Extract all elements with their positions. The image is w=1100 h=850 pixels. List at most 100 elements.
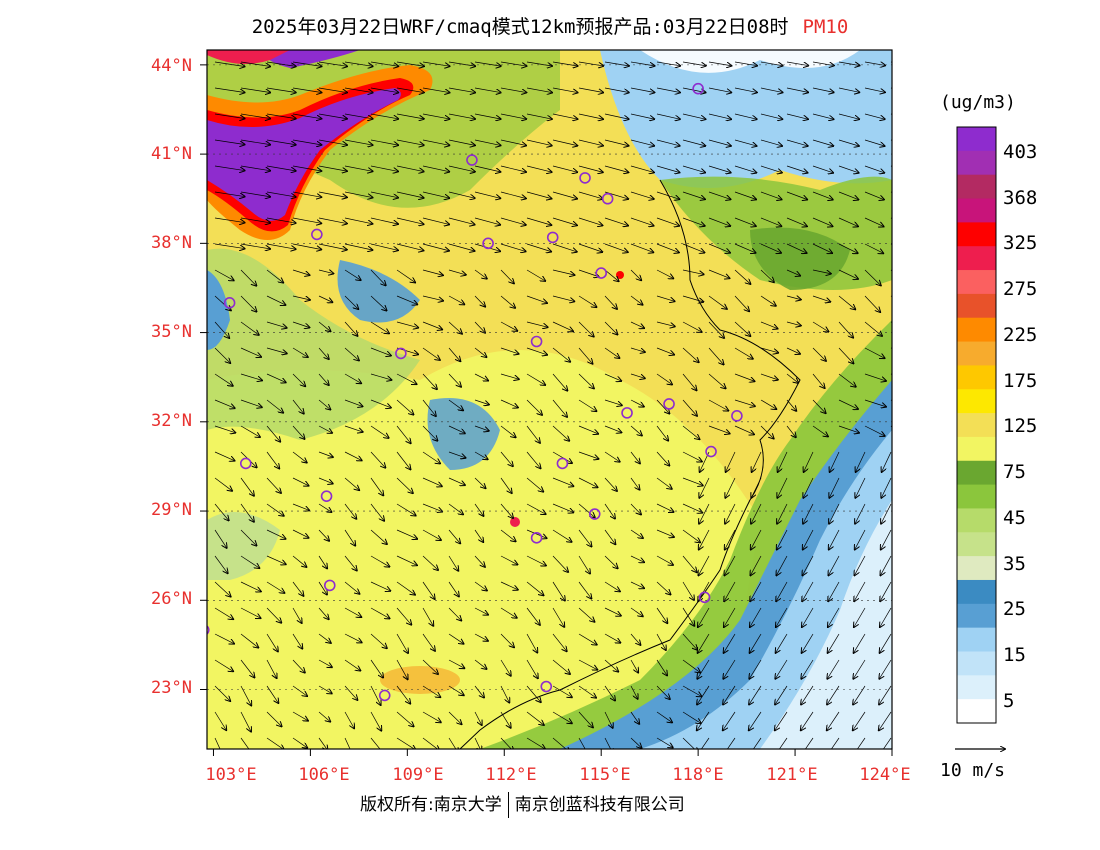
wind-arrow [448, 139, 475, 145]
wind-arrow [890, 425, 892, 428]
legend-swatch [957, 675, 996, 700]
wind-arrow [723, 659, 736, 679]
legend-label: 75 [1003, 461, 1026, 483]
wind-arrow [630, 659, 638, 673]
wind-arrow [448, 269, 466, 275]
wind-arrow [448, 217, 475, 225]
wind-arrow [552, 451, 572, 463]
wind-arrow [422, 477, 442, 486]
wind-arrow [292, 217, 321, 223]
wind-arrow [396, 191, 424, 198]
wind-arrow [578, 191, 603, 199]
wind-arrow [880, 633, 892, 653]
wind-arrow [812, 373, 825, 388]
wind-arrow [344, 529, 355, 546]
wind-arrow [838, 269, 858, 279]
wind-arrow [266, 87, 296, 93]
wind-arrow [422, 399, 436, 416]
wind-arrow [552, 165, 577, 172]
wind-arrow [786, 373, 798, 383]
wind-arrow [240, 269, 256, 286]
wind-arrow [854, 633, 866, 653]
city-site-marker [223, 297, 236, 309]
legend-label: 403 [1003, 141, 1038, 163]
wind-arrow [578, 607, 594, 622]
wind-arrow [214, 633, 234, 644]
wind-arrow [214, 711, 226, 730]
wind-arrow [838, 87, 859, 92]
legend-label: 125 [1003, 415, 1038, 437]
wind-arrow [292, 191, 321, 197]
wind-arrow [812, 113, 834, 119]
wind-arrow [682, 659, 700, 672]
wind-arrow [775, 711, 788, 730]
wind-arrow [318, 503, 331, 512]
wind-arrow [240, 503, 254, 522]
wind-arrow [396, 243, 423, 251]
wind-arrow [292, 243, 321, 249]
wind-arrow [604, 139, 628, 146]
wind-arrow [526, 321, 548, 327]
city-site-marker [311, 228, 323, 241]
wind-arrow [802, 581, 814, 601]
wind-arrow [344, 607, 361, 617]
wind-arrow [370, 191, 398, 198]
wind-arrow [656, 581, 670, 594]
wind-arrow [682, 269, 704, 274]
wind-arrow [448, 165, 475, 172]
wind-arrow [552, 217, 577, 225]
wind-arrow [708, 269, 729, 278]
wind-arrow [500, 581, 518, 590]
wind-arrow [292, 425, 304, 439]
wind-arrow [776, 581, 788, 601]
city-site-marker [692, 82, 704, 95]
wind-arrow [734, 347, 753, 359]
copyright: 版权所有:南京大学 南京创蓝科技有限公司 [360, 790, 685, 818]
legend-swatch [957, 627, 996, 652]
legend-label: 368 [1003, 187, 1038, 209]
wind-arrow [812, 347, 826, 361]
legend-swatch [957, 150, 996, 176]
wind-arrow [500, 87, 526, 93]
wind-arrow [578, 685, 596, 698]
wind-arrow [396, 373, 416, 384]
wind-arrow [500, 555, 517, 565]
wind-arrow [448, 191, 475, 198]
wind-arrow [214, 347, 230, 363]
wind-arrow [370, 269, 386, 285]
wind-arrow [724, 555, 736, 575]
wind-arrow [370, 399, 391, 408]
wind-arrow [292, 295, 310, 300]
wind-arrow [344, 503, 356, 519]
wind-arrow [578, 373, 594, 388]
wind-arrow [500, 217, 526, 225]
lon-label: 121°E [766, 765, 818, 785]
wind-arrow [760, 425, 774, 438]
field-region [600, 50, 892, 188]
wind-arrow [370, 243, 398, 250]
wind-arrow [578, 269, 599, 277]
city-site-marker [239, 457, 252, 470]
wind-arrow [552, 503, 573, 512]
wind-arrow [604, 685, 615, 700]
wind-arrow [775, 685, 788, 704]
wind-arrow [750, 581, 762, 601]
wind-arrow [656, 87, 680, 92]
wind-arrow [604, 529, 615, 544]
wind-arrow [734, 295, 749, 311]
wind-arrow [240, 399, 262, 407]
wind-arrow [656, 295, 675, 301]
wind-arrow [734, 321, 750, 336]
wind-arrow [214, 607, 233, 619]
wind-arrow [881, 477, 892, 498]
wind-arrow [682, 581, 694, 600]
wind-arrow [786, 165, 807, 173]
city-site-marker [621, 407, 633, 419]
wind-arrow [344, 659, 360, 671]
wind-arrow [292, 659, 305, 673]
wind-arrow [474, 581, 487, 591]
wind-arrow [396, 633, 408, 653]
wind-arrow [724, 607, 736, 627]
wind-arrow [630, 477, 640, 490]
wind-arrow [578, 139, 603, 146]
